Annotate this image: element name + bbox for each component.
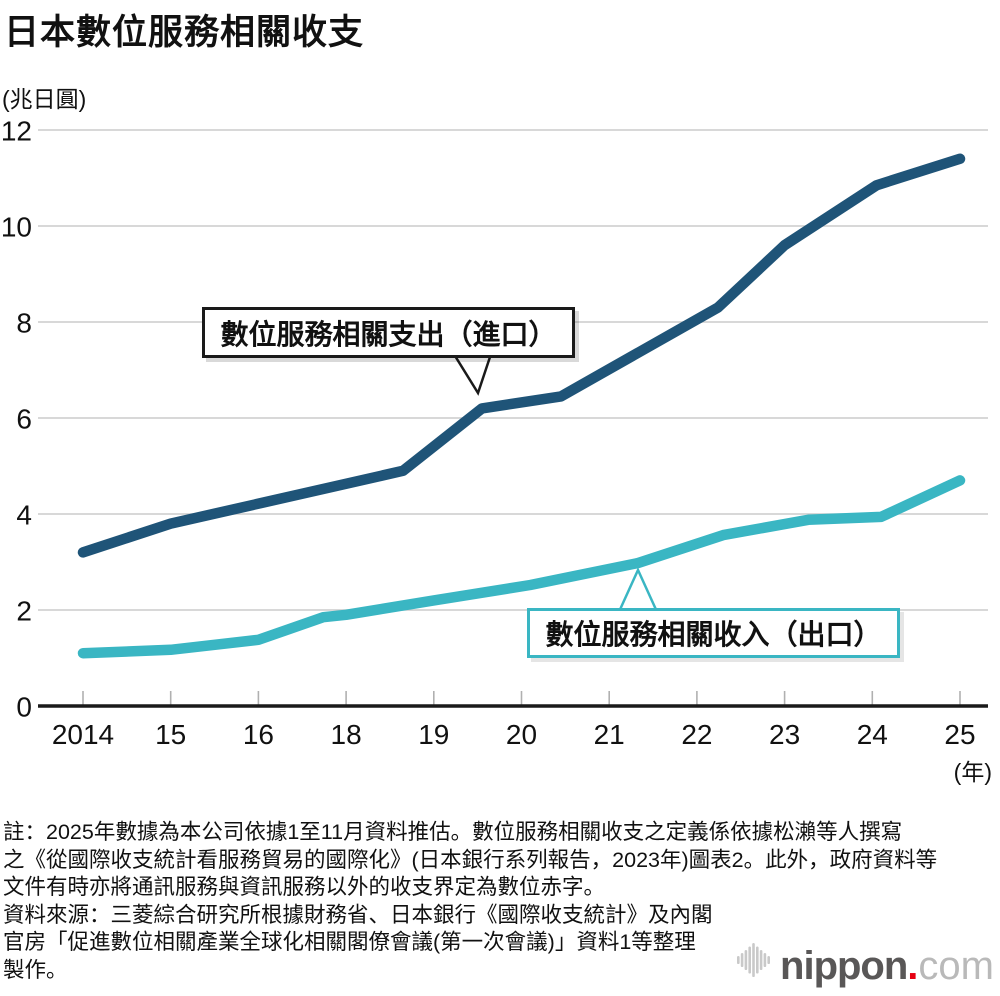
x-tick-label: 22 bbox=[681, 719, 712, 750]
x-tick-label: 21 bbox=[594, 719, 625, 750]
x-tick-label: 19 bbox=[418, 719, 449, 750]
chart-title: 日本數位服務相關收支 bbox=[4, 13, 365, 52]
y-axis-unit-label: (兆日圓) bbox=[2, 86, 87, 112]
footer-source-line: 製作。 bbox=[3, 957, 68, 982]
soundwave-icon bbox=[737, 943, 771, 977]
callout-expenditure-label: 數位服務相關支出（進口） bbox=[202, 307, 575, 358]
y-tick-label: 10 bbox=[1, 212, 32, 243]
x-tick-label: 2014 bbox=[52, 719, 114, 750]
y-tick-label: 12 bbox=[1, 116, 32, 147]
footer-source-line: 官房「促進數位相關產業全球化相關閣僚會議(第一次會議)」資料1等整理 bbox=[3, 930, 696, 955]
logo-text: nippon.com bbox=[780, 946, 994, 986]
x-tick-label: 24 bbox=[857, 719, 888, 750]
soundwave-bar bbox=[767, 956, 771, 964]
series-line-expenditure bbox=[77, 153, 966, 558]
footer-source-line: 資料來源：三菱綜合研究所根據財務省、日本銀行《國際收支統計》及內閣 bbox=[3, 902, 713, 927]
soundwave-bar bbox=[748, 946, 752, 974]
x-tick-label: 25 bbox=[944, 719, 975, 750]
soundwave-bar bbox=[737, 956, 740, 964]
y-tick-label: 6 bbox=[16, 404, 32, 435]
callout-income-label: 數位服務相關收入（出口） bbox=[527, 608, 900, 658]
soundwave-bar bbox=[744, 950, 748, 970]
footer-note-line: 註：2025年數據為本公司依據1至11月資料推估。數位服務相關收支之定義係依據松… bbox=[3, 820, 903, 844]
logo-dot: . bbox=[907, 944, 919, 988]
series-line-income bbox=[77, 475, 966, 659]
y-tick-label: 2 bbox=[16, 596, 32, 627]
soundwave-bar bbox=[763, 953, 767, 967]
soundwave-bar bbox=[752, 943, 755, 977]
x-tick-label: 15 bbox=[155, 719, 186, 750]
x-axis-unit-label: (年) bbox=[954, 759, 992, 785]
footer-notes: 註：2025年數據為本公司依據1至11月資料推估。數位服務相關收支之定義係依據松… bbox=[3, 819, 997, 985]
y-tick-label: 0 bbox=[16, 692, 32, 723]
soundwave-bar bbox=[756, 946, 759, 974]
soundwave-bar bbox=[740, 953, 744, 967]
footer-note-line: 之《從國際收支統計看服務貿易的國際化》(日本銀行系列報告，2023年)圖表2。此… bbox=[3, 847, 938, 872]
footer-note-line: 文件有時亦將通訊服務與資訊服務以外的收支界定為數位赤字。 bbox=[3, 875, 606, 900]
y-tick-label: 8 bbox=[16, 308, 32, 339]
soundwave-bar bbox=[759, 950, 763, 970]
y-tick-label: 4 bbox=[16, 500, 32, 531]
x-tick-label: 20 bbox=[506, 719, 537, 750]
nippon-logo: nippon.com bbox=[736, 938, 994, 986]
logo-tld: com bbox=[918, 944, 994, 988]
x-tick-label: 18 bbox=[331, 719, 362, 750]
logo-name: nippon bbox=[780, 944, 908, 988]
x-tick-label: 16 bbox=[243, 719, 274, 750]
x-tick-label: 23 bbox=[769, 719, 800, 750]
